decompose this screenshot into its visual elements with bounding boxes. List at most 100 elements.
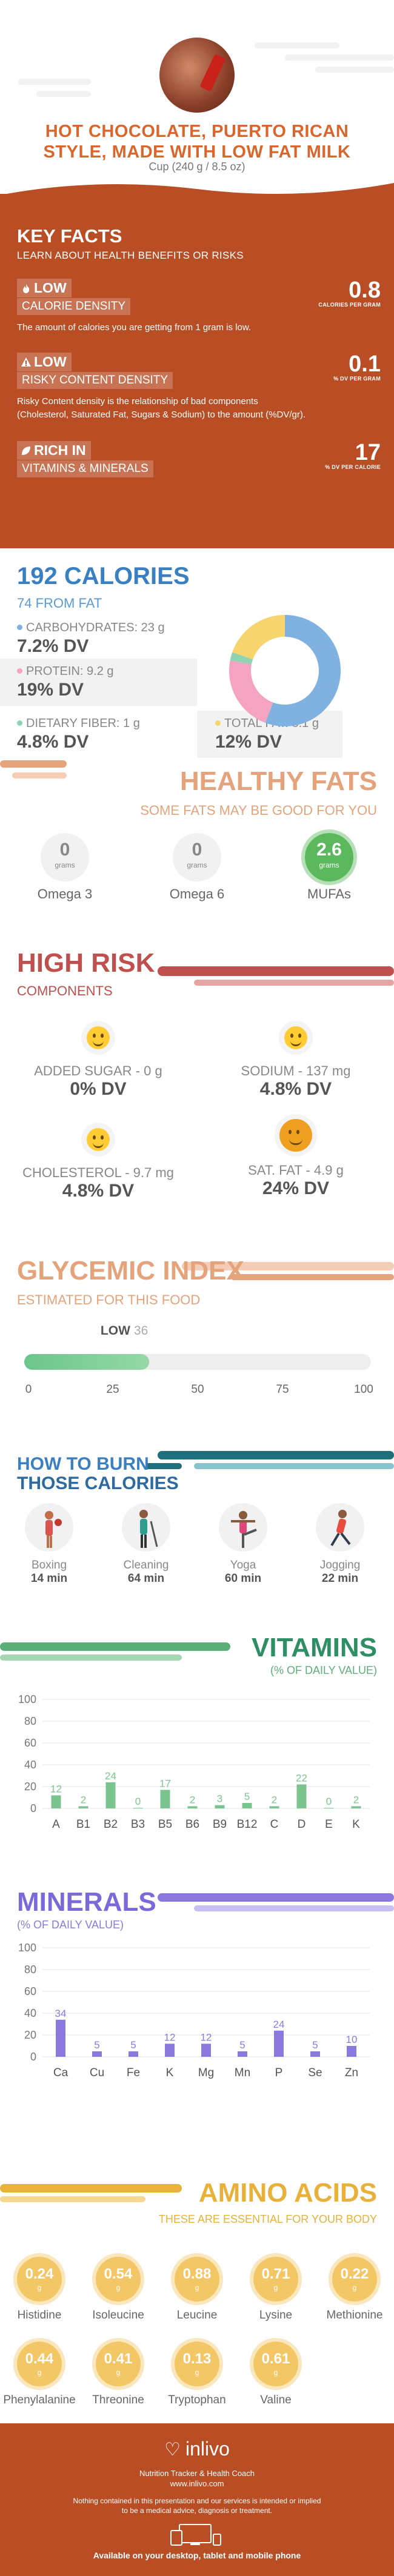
amino-acid-item: 0.22 g Methionine	[315, 2257, 394, 2322]
minerals-decoration	[158, 1893, 394, 1911]
category-label: B12	[237, 1818, 258, 1831]
healthy-fats-title: HEALTHY FATS	[179, 766, 377, 796]
sat-fat-stat: SAT. FAT - 4.9 g 24% DV	[205, 1114, 387, 1199]
vitamins-minerals-badge: RICH IN	[17, 441, 91, 460]
bar-Mg	[201, 2043, 211, 2057]
calorie-density-label: CALORIE DENSITY	[17, 298, 131, 315]
key-facts-title: KEY FACTS	[17, 225, 122, 247]
amino-acid-item: 0.61 g Valine	[236, 2342, 315, 2407]
bar-value-label: 34	[55, 2008, 67, 2019]
smiley-icon	[81, 1021, 115, 1055]
bar-B5	[160, 1790, 170, 1808]
amino-acids-section: AMINO ACIDS THESE ARE ESSENTIAL FOR YOUR…	[0, 2166, 394, 2423]
jogging-activity: Jogging 22 min	[307, 1503, 373, 1585]
donut-slice-fat	[232, 615, 285, 660]
header-decoration	[18, 42, 394, 97]
bar-value-label: 5	[239, 2039, 245, 2051]
category-label: B5	[158, 1818, 172, 1831]
devices-text: Available on your desktop, tablet and mo…	[93, 2551, 301, 2560]
category-label: Cu	[90, 2066, 104, 2079]
cholesterol-stat: CHOLESTEROL - 9.7 mg 4.8% DV	[7, 1123, 189, 1201]
calorie-density-badge: LOW	[17, 279, 72, 297]
heart-icon: ♡	[164, 2440, 181, 2460]
bar-value-label: 5	[130, 2039, 136, 2051]
amino-acid-item: 0.54 g Isoleucine	[79, 2257, 158, 2322]
cleaning-activity: Cleaning 64 min	[113, 1503, 179, 1585]
carbs-stat: CARBOHYDRATES: 23 g 7.2% DV	[17, 621, 165, 656]
bar-value-label: 12	[50, 1783, 62, 1794]
category-label: E	[325, 1818, 333, 1831]
amino-name: Valine	[260, 2394, 292, 2406]
donut-slice-protein	[229, 660, 273, 723]
vitamins-decoration	[0, 1642, 230, 1661]
omega6-stat: 0 grams Omega 6	[152, 833, 242, 902]
tagline: Nutrition Tracker & Health Coach www.inli…	[139, 2469, 255, 2488]
leaf-icon	[22, 446, 30, 455]
donut-slice-carbohydrates	[265, 615, 341, 726]
category-label: D	[298, 1818, 306, 1831]
brand-logo[interactable]: ♡ inlivo	[164, 2438, 230, 2460]
donut-slice-fiber	[230, 652, 253, 665]
category-label: Se	[308, 2066, 322, 2079]
bar-P	[274, 2030, 284, 2057]
bar-B1	[78, 1806, 88, 1808]
bar-Ca	[56, 2019, 65, 2057]
burn-section: HOW TO BURN THOSE CALORIES Boxing 14 min C…	[0, 1439, 394, 1621]
minerals-title: MINERALS	[17, 1887, 156, 1917]
vitamins-minerals-label: VITAMINS & MINERALS	[17, 460, 153, 477]
calorie-density-desc: The amount of calories you are getting f…	[17, 322, 252, 333]
vitamins-subtitle: (% OF DAILY VALUE)	[270, 1664, 377, 1676]
bar-value-label: 12	[164, 2031, 176, 2043]
amino-name: Methionine	[326, 2309, 383, 2322]
added-sugar-stat: ADDED SUGAR - 0 g 0% DV	[7, 1021, 189, 1100]
fats-decoration	[0, 760, 67, 778]
warning-icon	[21, 357, 31, 367]
flame-icon	[23, 284, 30, 293]
amino-name: Isoleucine	[92, 2309, 144, 2322]
bar-K	[351, 1806, 361, 1808]
amino-value-circle: 0.71 g	[253, 2257, 298, 2302]
bar-C	[269, 1806, 279, 1808]
y-tick-label: 60	[24, 1737, 36, 1749]
smiley-icon	[81, 1123, 115, 1157]
minerals-subtitle: (% OF DAILY VALUE)	[17, 1919, 124, 1931]
bar-value-label: 0	[135, 1796, 141, 1807]
glycemic-section: GLYCEMIC INDEX ESTIMATED FOR THIS FOOD L…	[0, 1245, 394, 1439]
amino-name: Lysine	[259, 2309, 293, 2322]
calorie-density-value: 0.8 CALORIES PER GRAM	[318, 277, 381, 308]
calories-section: 192 CALORIES 74 FROM FAT CARBOHYDRATES: …	[0, 548, 394, 758]
sodium-stat: SODIUM - 137 mg 4.8% DV	[205, 1021, 387, 1100]
high-risk-title: HIGH RISK	[17, 948, 155, 978]
food-title: HOT CHOCOLATE, PUERTO RICAN STYLE, MADE W…	[43, 122, 351, 162]
burn-title: HOW TO BURN THOSE CALORIES	[17, 1454, 179, 1493]
gi-tick: 25	[106, 1383, 119, 1396]
bar-Cu	[92, 2051, 102, 2057]
yoga-activity: Yoga 60 min	[210, 1503, 276, 1585]
category-label: Fe	[127, 2066, 140, 2079]
bar-value-label: 2	[190, 1794, 195, 1805]
bar-Zn	[347, 2046, 356, 2057]
risky-density-label: RISKY CONTENT DENSITY	[17, 372, 173, 389]
bar-K	[165, 2043, 175, 2057]
bar-D	[296, 1784, 307, 1808]
jogging-icon	[316, 1503, 364, 1552]
amino-subtitle: THESE ARE ESSENTIAL FOR YOUR BODY	[158, 2213, 377, 2225]
amino-title: AMINO ACIDS	[198, 2178, 377, 2208]
amino-acid-item: 0.88 g Leucine	[158, 2257, 236, 2322]
cleaning-icon	[122, 1503, 170, 1552]
healthy-fats-subtitle: SOME FATS MAY BE GOOD FOR YOU	[140, 803, 377, 818]
bar-Se	[310, 2051, 320, 2057]
glycemic-level-label: LOW 36	[100, 1324, 149, 1338]
bar-Fe	[129, 2051, 138, 2057]
category-label: A	[52, 1818, 60, 1831]
bar-B12	[242, 1803, 252, 1808]
bar-value-label: 5	[244, 1791, 250, 1802]
y-tick-label: 100	[18, 1942, 36, 1954]
amino-value-circle: 0.54 g	[96, 2257, 141, 2302]
amino-value-circle: 0.13 g	[175, 2342, 219, 2386]
category-label: K	[166, 2066, 174, 2079]
amino-value-circle: 0.24 g	[17, 2257, 62, 2302]
amino-acid-item: 0.13 g Tryptophan	[158, 2342, 236, 2407]
bar-value-label: 5	[312, 2039, 318, 2051]
calories-from-fat: 74 FROM FAT	[17, 596, 102, 611]
